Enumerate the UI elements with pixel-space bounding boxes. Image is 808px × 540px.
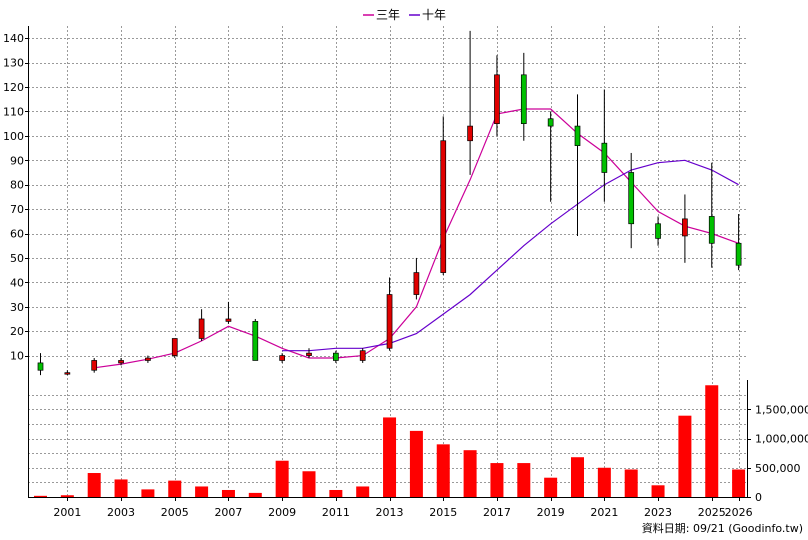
price-tick-label: 120 [3, 81, 24, 94]
volume-bar [275, 460, 289, 497]
volume-bar [60, 495, 74, 497]
x-tick-label: 2007 [214, 506, 242, 519]
candle-body [37, 362, 44, 371]
volume-bar [114, 479, 128, 497]
ma-line-10yr [282, 159, 739, 352]
x-tick-label: 2009 [268, 506, 296, 519]
candle-body [171, 338, 178, 356]
candle-body [64, 372, 71, 375]
candle-body [198, 318, 205, 339]
volume-bar [732, 469, 746, 497]
legend-label-10yr: 十年 [422, 8, 446, 22]
volume-bar [329, 489, 343, 497]
volume-bar [221, 489, 235, 497]
volume-bar [87, 473, 101, 497]
x-tick-label: 2015 [429, 506, 457, 519]
candle-body [682, 218, 688, 237]
price-tick-label: 60 [10, 228, 24, 241]
candle-body [655, 223, 661, 239]
x-tick-label: 2026 [725, 506, 753, 519]
volume-bar [597, 467, 611, 497]
legend: 三年 十年 [363, 8, 446, 22]
x-tick-label: 2019 [537, 506, 565, 519]
moving-average-lines [94, 108, 739, 369]
price-tick-label: 80 [10, 179, 24, 192]
volume-bar [34, 495, 47, 497]
candlesticks [37, 30, 742, 376]
candle-body [333, 352, 339, 361]
candle-body [413, 272, 420, 295]
price-tick-label: 140 [3, 32, 24, 45]
candle-body [306, 352, 312, 356]
candle-body [225, 318, 232, 322]
candle-body [145, 357, 151, 361]
volume-bar [168, 480, 182, 497]
volume-bar [383, 417, 397, 497]
price-tick-label: 10 [10, 350, 24, 363]
volume-bar [705, 385, 719, 497]
x-tick-label: 2013 [376, 506, 404, 519]
candle-body [520, 74, 527, 125]
candle-body [118, 360, 124, 364]
price-tick-label: 90 [10, 154, 24, 167]
candle-body [547, 118, 554, 127]
volume-bar [141, 489, 155, 497]
volume-bar [248, 492, 262, 497]
candle-body [494, 74, 500, 125]
volume-bar [463, 450, 477, 497]
volume-bar [678, 415, 692, 497]
volume-bar [517, 463, 531, 497]
volume-bar [356, 486, 370, 497]
candle-body [708, 216, 715, 244]
candle-body [440, 140, 447, 273]
x-tick-label: 2017 [483, 506, 511, 519]
candle-body [601, 142, 608, 173]
volume-bar [571, 457, 584, 497]
price-tick-label: 100 [3, 130, 24, 143]
x-tick-label: 2001 [53, 506, 81, 519]
candle-body [252, 321, 259, 361]
price-tick-label: 20 [10, 325, 24, 338]
price-tick-label: 30 [10, 301, 24, 314]
volume-bar [624, 469, 638, 497]
candle-body [386, 294, 393, 349]
volume-tick-label: 0 [755, 491, 762, 504]
volume-bar [544, 477, 558, 497]
volume-bar [195, 486, 209, 497]
candle-body [574, 125, 581, 146]
x-tick-label: 2011 [322, 506, 350, 519]
x-tick-label: 2025 [698, 506, 726, 519]
price-tick-label: 50 [10, 252, 24, 265]
price-tick-label: 70 [10, 203, 24, 216]
candle-body [735, 242, 742, 266]
volume-tick-label: 1,000,000 [755, 433, 808, 446]
x-tick-label: 2023 [644, 506, 672, 519]
volume-tick-label: 500,000 [755, 462, 801, 475]
price-tick-label: 130 [3, 57, 24, 70]
volume-tick-label: 1,500,000 [755, 403, 808, 416]
volume-bar [409, 430, 423, 497]
candle-body [467, 125, 473, 142]
price-tick-label: 110 [3, 105, 24, 118]
legend-label-3yr: 三年 [376, 8, 400, 22]
candle-body [91, 360, 98, 371]
volume-bar [436, 444, 450, 497]
x-tick-label: 2005 [161, 506, 189, 519]
ma-line-3yr [94, 108, 739, 369]
candle-body [279, 355, 285, 361]
x-tick-label: 2021 [590, 506, 618, 519]
candle-body [628, 172, 635, 225]
source-note: 資料日期: 09/21 (Goodinfo.tw) [642, 521, 803, 535]
price-tick-label: 40 [10, 276, 24, 289]
candle-body [359, 350, 366, 361]
volume-bar [651, 485, 665, 497]
volume-bars [34, 385, 746, 497]
volume-bar [302, 471, 316, 497]
volume-bar [490, 463, 504, 497]
axes: 10 20 30 40 50 60 70 80 90 100 110 120 130 140 0 500,00… [3, 26, 808, 519]
x-tick-label: 2003 [107, 506, 135, 519]
